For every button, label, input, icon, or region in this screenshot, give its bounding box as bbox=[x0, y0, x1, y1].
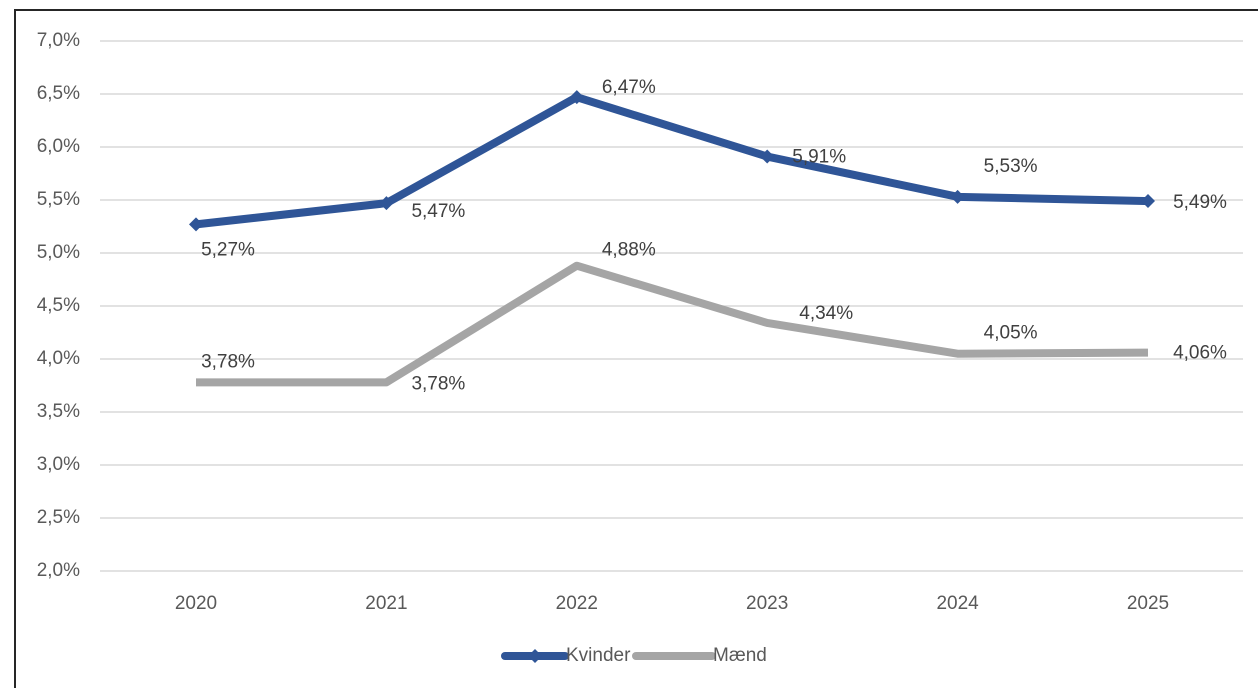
data-label: 6,47% bbox=[602, 77, 656, 98]
point-marker bbox=[569, 90, 584, 105]
legend-marker bbox=[528, 649, 542, 663]
point-marker bbox=[1141, 194, 1155, 209]
data-label: 4,06% bbox=[1173, 343, 1227, 364]
point-marker bbox=[189, 217, 203, 232]
y-tick-label: 6,5% bbox=[37, 83, 80, 104]
y-tick-label: 4,0% bbox=[37, 348, 80, 369]
point-marker bbox=[950, 189, 965, 204]
data-label: 3,78% bbox=[411, 373, 465, 394]
data-label: 3,78% bbox=[201, 351, 255, 372]
data-label: 5,91% bbox=[792, 147, 846, 168]
y-tick-label: 2,5% bbox=[37, 507, 80, 528]
x-tick-label: 2025 bbox=[1127, 593, 1169, 614]
data-label: 5,49% bbox=[1173, 192, 1227, 213]
data-label: 5,53% bbox=[984, 156, 1038, 177]
data-label: 4,88% bbox=[602, 240, 656, 261]
x-tick-label: 2020 bbox=[175, 593, 217, 614]
y-tick-label: 3,5% bbox=[37, 401, 80, 422]
y-tick-label: 4,5% bbox=[37, 295, 80, 316]
legend-label: Mænd bbox=[713, 645, 767, 666]
y-tick-label: 2,0% bbox=[37, 560, 80, 581]
series-line bbox=[195, 93, 1149, 229]
data-label: 4,34% bbox=[799, 303, 853, 324]
series-line bbox=[196, 261, 1149, 387]
y-tick-label: 5,5% bbox=[37, 189, 80, 210]
x-tick-label: 2024 bbox=[936, 593, 979, 614]
y-tick-label: 5,0% bbox=[37, 242, 80, 263]
x-tick-label: 2023 bbox=[746, 593, 788, 614]
legend-label: Kvinder bbox=[566, 645, 631, 666]
y-tick-label: 7,0% bbox=[37, 30, 80, 51]
point-marker bbox=[379, 196, 394, 211]
x-tick-label: 2021 bbox=[365, 593, 407, 614]
chart-frame bbox=[14, 9, 1258, 688]
y-tick-label: 3,0% bbox=[37, 454, 80, 475]
y-tick-label: 6,0% bbox=[37, 136, 80, 157]
data-label: 5,27% bbox=[201, 239, 255, 260]
point-marker bbox=[760, 149, 775, 164]
x-tick-label: 2022 bbox=[556, 593, 598, 614]
data-label: 5,47% bbox=[411, 201, 465, 222]
data-label: 4,05% bbox=[984, 323, 1038, 344]
